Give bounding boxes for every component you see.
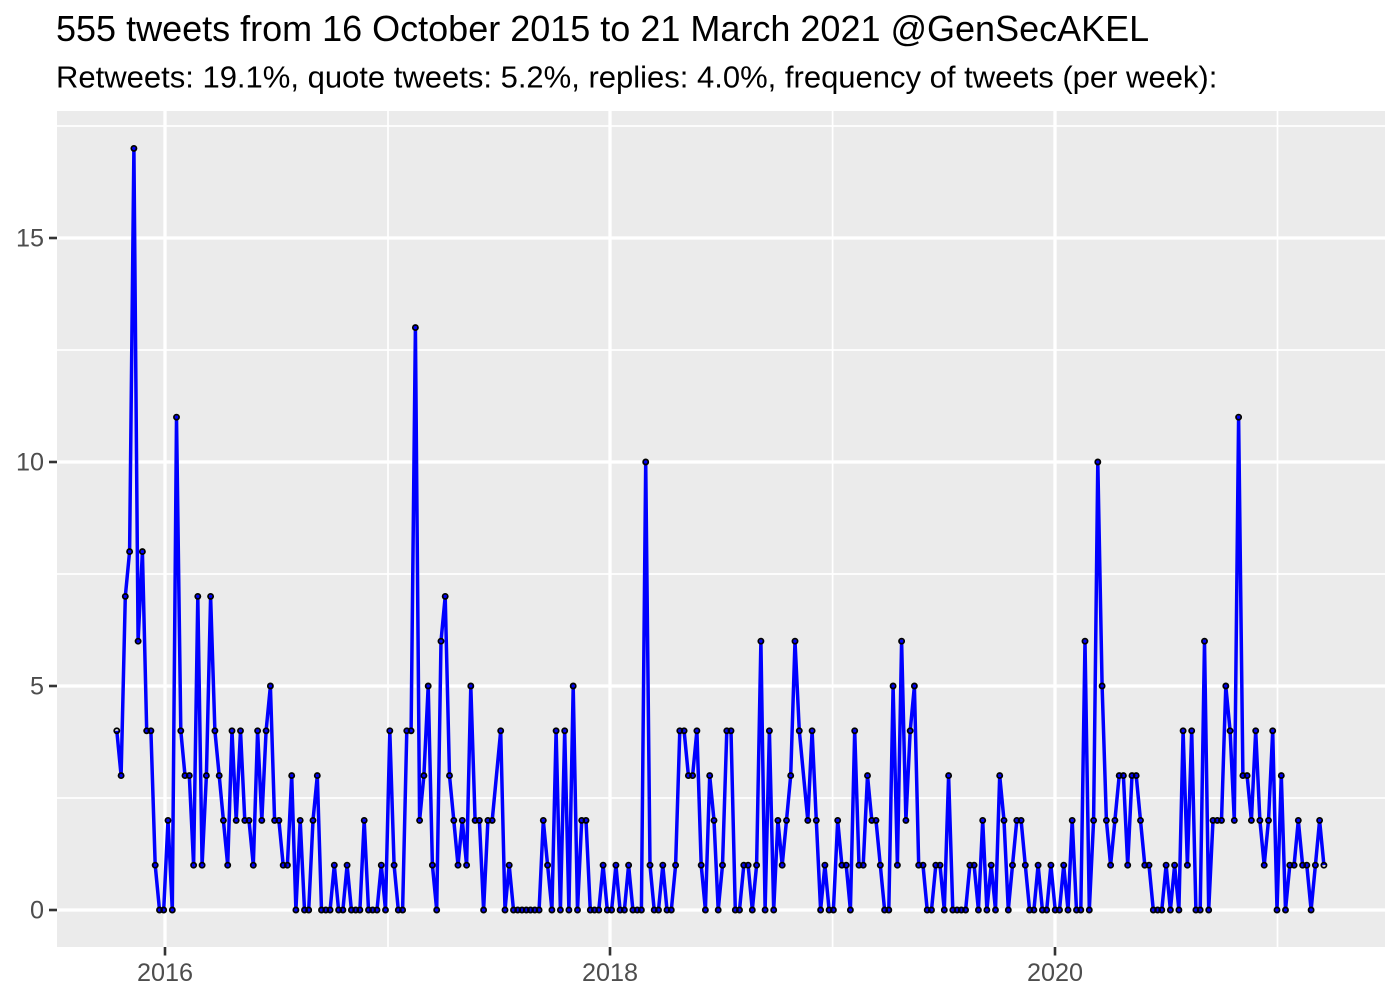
svg-text:555 tweets from 16 October 201: 555 tweets from 16 October 2015 to 21 Ma… [56, 8, 1149, 49]
svg-text:2016: 2016 [137, 959, 193, 987]
svg-text:2020: 2020 [1027, 959, 1083, 987]
svg-text:15: 15 [16, 225, 44, 253]
svg-text:2018: 2018 [582, 959, 638, 987]
svg-text:10: 10 [16, 449, 44, 477]
svg-text:0: 0 [30, 897, 44, 925]
svg-text:Retweets: 19.1%, quote tweets:: Retweets: 19.1%, quote tweets: 5.2%, rep… [56, 60, 1217, 95]
svg-text:5: 5 [30, 673, 44, 701]
